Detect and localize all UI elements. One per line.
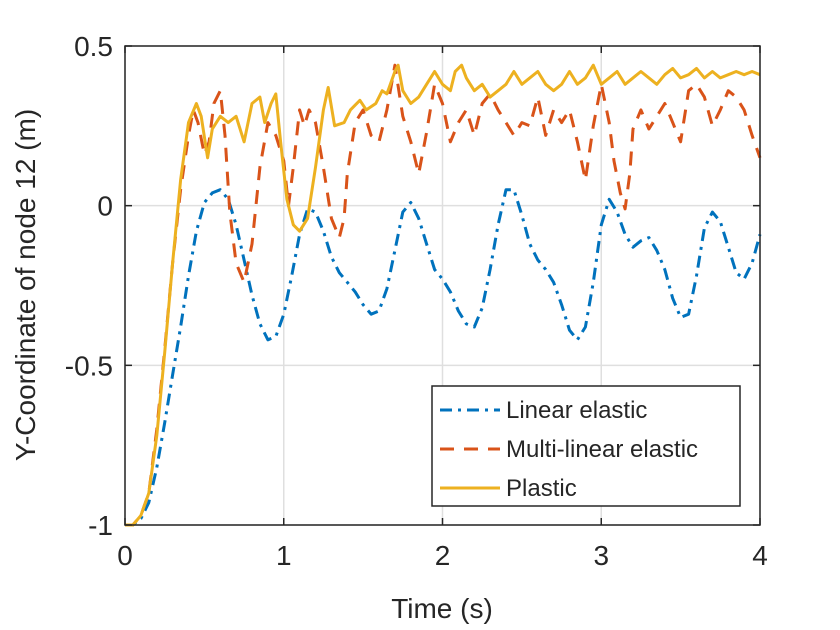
series-line-plastic [125,63,761,527]
x-tick-label-4: 4 [752,540,768,571]
x-tick-label-0: 0 [117,540,133,571]
x-tick-label-1: 1 [276,540,292,571]
y-tick-label-1: -0.5 [65,350,113,381]
legend: Linear elastic Multi-linear elastic Plas… [431,385,741,507]
x-tick-label-2: 2 [435,540,451,571]
ticks: 0 1 2 3 4 -1 -0.5 0 0.5 [65,31,768,571]
x-axis-label: Time (s) [391,593,493,624]
legend-box [431,385,741,507]
y-tick-label-2: 0 [97,191,113,222]
legend-label-multi-linear-elastic: Multi-linear elastic [506,436,698,463]
series-layer [125,63,762,527]
y-tick-label-3: 0.5 [74,31,113,62]
y-tick-label-0: -1 [88,510,113,541]
legend-label-linear-elastic: Linear elastic [506,397,647,424]
y-axis-label: Y-Coordinate of node 12 (m) [10,109,41,461]
x-tick-label-3: 3 [593,540,609,571]
legend-label-plastic: Plastic [506,475,577,502]
